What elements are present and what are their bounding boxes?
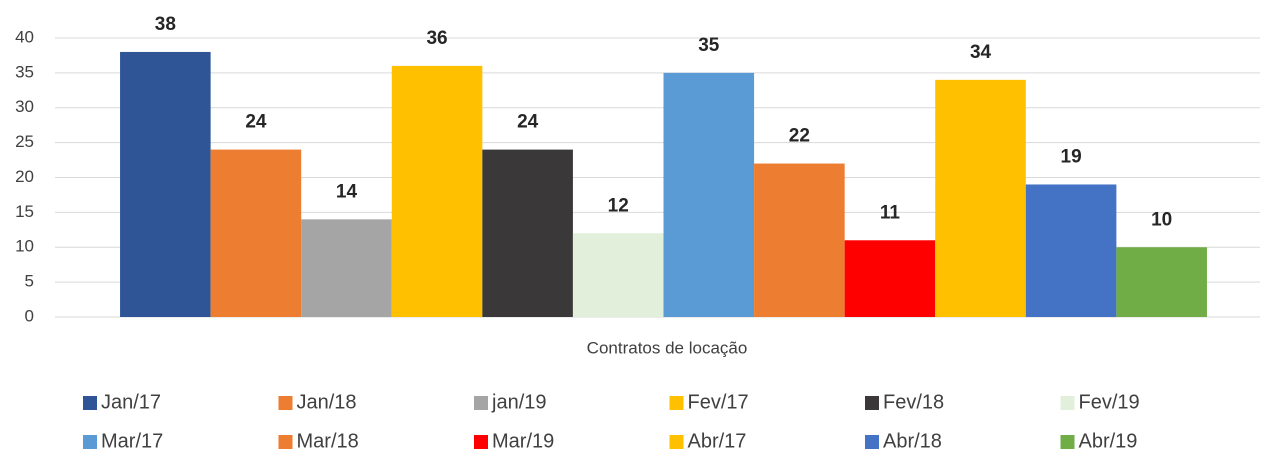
legend-label: Jan/18 (297, 391, 357, 413)
bar (754, 163, 845, 317)
y-tick-label: 5 (25, 272, 34, 291)
legend-label: Abr/19 (1079, 430, 1138, 452)
y-tick-label: 20 (15, 167, 34, 186)
legend-swatch (865, 435, 879, 449)
bar (844, 240, 936, 317)
legend-swatch (669, 435, 684, 449)
y-tick-label: 40 (15, 27, 34, 46)
bar (482, 149, 573, 317)
data-label: 36 (426, 28, 447, 49)
data-label: 34 (970, 42, 992, 63)
bar (1116, 247, 1207, 317)
data-label: 35 (698, 35, 720, 56)
legend-swatch (669, 396, 684, 410)
data-label: 14 (336, 181, 358, 202)
y-tick-label: 10 (15, 237, 34, 256)
data-label: 12 (608, 195, 629, 216)
legend-swatch (83, 396, 97, 410)
legend-swatch (278, 396, 293, 410)
legend-label: Mar/17 (101, 430, 163, 452)
legend-swatch (1060, 435, 1075, 449)
x-axis-label: Contratos de locação (587, 338, 748, 357)
data-label: 38 (155, 14, 176, 35)
bar (663, 72, 755, 317)
data-label: 19 (1061, 146, 1082, 167)
legend-label: Fev/17 (688, 391, 749, 413)
data-label: 22 (789, 126, 810, 147)
bar (120, 51, 211, 317)
legend-label: Jan/17 (101, 391, 161, 413)
y-tick-label: 30 (15, 97, 34, 116)
data-label: 10 (1151, 209, 1172, 230)
data-label: 11 (880, 202, 901, 223)
bar (301, 219, 392, 317)
legend-swatch (83, 435, 97, 449)
legend-swatch (1060, 396, 1075, 410)
bar (935, 79, 1026, 317)
legend-label: Mar/19 (492, 430, 554, 452)
legend-swatch (278, 435, 293, 449)
y-tick-label: 15 (15, 202, 34, 221)
data-label: 24 (517, 112, 539, 133)
legend-label: Abr/17 (688, 430, 747, 452)
legend-label: Mar/18 (297, 430, 359, 452)
bar (1025, 184, 1117, 317)
bar (391, 65, 483, 318)
y-tick-label: 0 (25, 306, 34, 325)
legend-swatch (865, 396, 879, 410)
bar (572, 233, 664, 317)
legend-swatch (474, 396, 488, 410)
legend-label: jan/19 (491, 391, 547, 413)
bar (210, 149, 302, 317)
data-label: 24 (245, 112, 267, 133)
legend-label: Fev/18 (883, 391, 944, 413)
legend-swatch (474, 435, 488, 449)
legend-label: Abr/18 (883, 430, 942, 452)
legend-label: Fev/19 (1079, 391, 1140, 413)
y-tick-label: 35 (15, 62, 34, 81)
y-tick-label: 25 (15, 132, 34, 151)
